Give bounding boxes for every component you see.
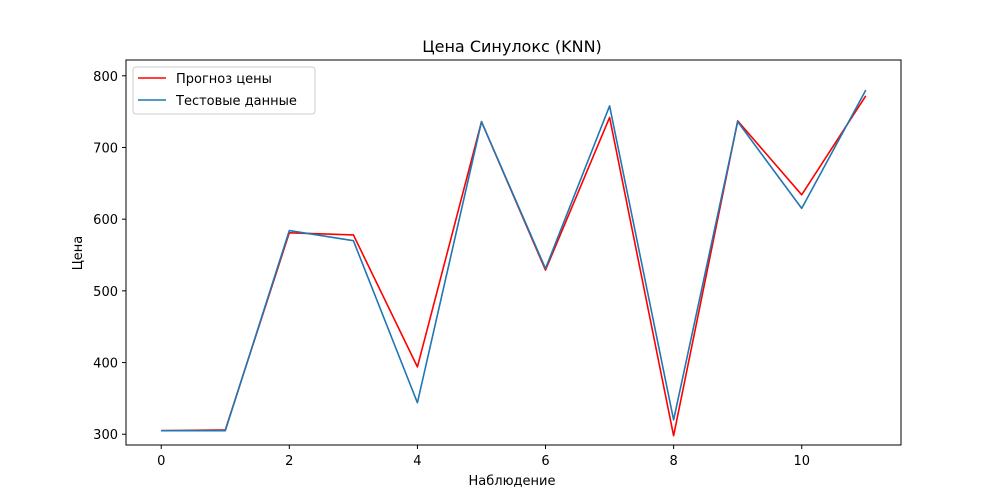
x-tick-label: 4 — [413, 454, 421, 469]
y-tick-label: 300 — [93, 428, 118, 443]
x-tick-label: 8 — [669, 454, 677, 469]
y-tick-label: 400 — [93, 357, 118, 372]
legend-label-0: Прогноз цены — [176, 72, 272, 87]
x-tick-label: 2 — [285, 454, 293, 469]
x-tick-label: 10 — [793, 454, 810, 469]
y-axis-title: Цена — [71, 236, 86, 271]
plot-frame — [125, 59, 902, 446]
legend-box — [132, 66, 316, 115]
y-tick-label: 600 — [93, 213, 118, 228]
plot-area — [125, 59, 902, 446]
legend: Прогноз цены Тестовые данные — [132, 66, 316, 115]
y-tick-label: 800 — [93, 70, 118, 85]
series-line-1 — [161, 89, 867, 432]
x-tick-label: 0 — [157, 454, 165, 469]
series-line-0 — [161, 95, 867, 437]
y-tick-label: 700 — [93, 141, 118, 156]
series-layer — [161, 89, 867, 437]
x-tick-label: 6 — [541, 454, 549, 469]
x-axis-title: Наблюдение — [469, 474, 556, 489]
legend-label-1: Тестовые данные — [175, 94, 297, 109]
chart-title: Цена Синулокс (KNN) — [422, 37, 602, 56]
y-tick-label: 500 — [93, 285, 118, 300]
x-axis: 0 2 4 6 8 10 — [157, 445, 810, 469]
y-axis: 300 400 500 600 700 800 — [93, 70, 126, 443]
